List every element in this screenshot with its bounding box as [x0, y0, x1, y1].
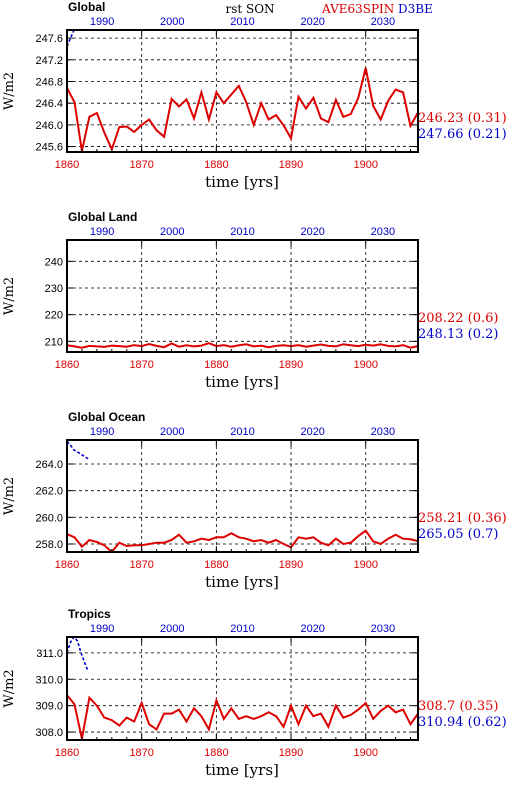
- y-tick-label: 311.0: [36, 648, 63, 660]
- panel-title: Global Ocean: [68, 410, 145, 424]
- y-tick-label: 220: [45, 310, 63, 322]
- panel-1: Global 1860 1870 1880 1890 1900 1990 2000 2010 20…: [2, 0, 507, 191]
- panel-4: Tropics 1860 1870 1880 1890 1900 1990 2000 2010 2…: [2, 607, 507, 779]
- stat-label-blue: 247.66 (0.21): [418, 127, 507, 142]
- plot-frame: [66, 636, 419, 741]
- panel-3: Global Ocean 1860 1870 1880 1890 1900 1990 2000…: [2, 410, 507, 591]
- y-tick-label: 262.0: [35, 486, 63, 498]
- bottom-tick-label: 1870: [129, 359, 153, 371]
- y-tick-label: 260.0: [35, 512, 63, 524]
- y-tick-label: 240: [45, 256, 63, 268]
- stat-label-red: 258.21 (0.36): [418, 511, 507, 526]
- header-center-label: rst SON: [225, 2, 274, 16]
- y-tick-label: 247.6: [35, 33, 63, 45]
- y-tick-label: 310.0: [35, 674, 63, 686]
- plot-frame: [66, 29, 419, 153]
- top-tick-label: 2030: [371, 623, 395, 635]
- stat-label-red: 208.22 (0.6): [418, 311, 498, 326]
- plot-frame: [66, 239, 419, 353]
- y-axis-label: W/m2: [2, 477, 17, 515]
- bottom-tick-label: 1870: [129, 747, 153, 759]
- bottom-tick-label: 1880: [204, 747, 228, 759]
- panel-title: Global Land: [68, 210, 137, 224]
- series-line-blue: [67, 637, 89, 672]
- y-tick-label: 246.4: [35, 98, 63, 110]
- x-axis-label: time [yrs]: [205, 373, 279, 391]
- bottom-tick-label: 1880: [204, 559, 228, 571]
- series-line-red: [67, 67, 418, 152]
- top-tick-label: 2020: [300, 623, 324, 635]
- bottom-tick-label: 1860: [55, 159, 79, 171]
- bottom-tick-label: 1900: [353, 747, 377, 759]
- series-line-red: [67, 529, 418, 552]
- plot-frame: [66, 439, 419, 553]
- series-line-blue: [67, 440, 89, 460]
- top-tick-label: 2020: [300, 426, 324, 438]
- panel-title: Global: [68, 0, 105, 14]
- top-tick-label: 2010: [230, 16, 254, 28]
- top-tick-label: 2030: [371, 426, 395, 438]
- top-tick-label: 2000: [160, 16, 184, 28]
- bottom-tick-label: 1860: [55, 559, 79, 571]
- header-red-label: AVE63SPIN: [321, 2, 394, 16]
- stat-label-red: 308.7 (0.35): [418, 699, 498, 714]
- y-tick-label: 246.0: [35, 120, 63, 132]
- top-tick-label: 2000: [160, 426, 184, 438]
- stat-label-blue: 248.13 (0.2): [418, 327, 498, 342]
- top-tick-label: 2020: [300, 226, 324, 238]
- top-tick-label: 1990: [90, 623, 114, 635]
- top-tick-label: 2030: [371, 16, 395, 28]
- y-axis-label: W/m2: [2, 669, 17, 707]
- top-tick-label: 2020: [300, 16, 324, 28]
- stat-label-blue: 310.94 (0.62): [418, 715, 507, 730]
- bottom-tick-label: 1870: [129, 559, 153, 571]
- y-tick-label: 308.0: [35, 727, 63, 739]
- y-tick-label: 264.0: [35, 459, 63, 471]
- series-line-red: [67, 694, 418, 739]
- bottom-tick-label: 1900: [353, 359, 377, 371]
- bottom-tick-label: 1890: [279, 359, 303, 371]
- bottom-tick-label: 1880: [204, 159, 228, 171]
- top-tick-label: 2000: [160, 226, 184, 238]
- top-tick-label: 1990: [90, 16, 114, 28]
- panel-2: Global Land 1860 1870 1880 1890 1900 1990 2000 2…: [2, 210, 498, 391]
- series-line-blue: [67, 30, 75, 47]
- bottom-tick-label: 1890: [279, 159, 303, 171]
- y-tick-label: 210: [45, 336, 63, 348]
- y-tick-label: 230: [45, 283, 63, 295]
- series-line-red: [67, 342, 418, 349]
- y-tick-label: 247.2: [35, 55, 63, 67]
- x-axis-label: time [yrs]: [205, 173, 279, 191]
- y-tick-label: 245.6: [35, 142, 63, 154]
- bottom-tick-label: 1880: [204, 359, 228, 371]
- y-tick-label: 309.0: [35, 701, 63, 713]
- bottom-tick-label: 1900: [353, 159, 377, 171]
- y-axis-label: W/m2: [2, 277, 17, 315]
- header-blue-label: D3BE: [398, 2, 433, 16]
- panel-title: Tropics: [68, 607, 111, 621]
- stat-label-red: 246.23 (0.31): [418, 111, 507, 126]
- top-tick-label: 2030: [371, 226, 395, 238]
- bottom-tick-label: 1860: [55, 747, 79, 759]
- x-axis-label: time [yrs]: [205, 761, 279, 779]
- bottom-tick-label: 1860: [55, 359, 79, 371]
- top-tick-label: 2010: [230, 226, 254, 238]
- bottom-tick-label: 1890: [279, 747, 303, 759]
- y-axis-label: W/m2: [2, 72, 17, 110]
- y-tick-label: 246.8: [35, 77, 63, 89]
- x-axis-label: time [yrs]: [205, 573, 279, 591]
- top-tick-label: 2000: [160, 623, 184, 635]
- bottom-tick-label: 1870: [129, 159, 153, 171]
- stat-label-blue: 265.05 (0.7): [418, 527, 498, 542]
- y-tick-label: 258.0: [35, 539, 63, 551]
- top-tick-label: 1990: [90, 426, 114, 438]
- bottom-tick-label: 1890: [279, 559, 303, 571]
- top-tick-label: 1990: [90, 226, 114, 238]
- bottom-tick-label: 1900: [353, 559, 377, 571]
- top-tick-label: 2010: [230, 623, 254, 635]
- top-tick-label: 2010: [230, 426, 254, 438]
